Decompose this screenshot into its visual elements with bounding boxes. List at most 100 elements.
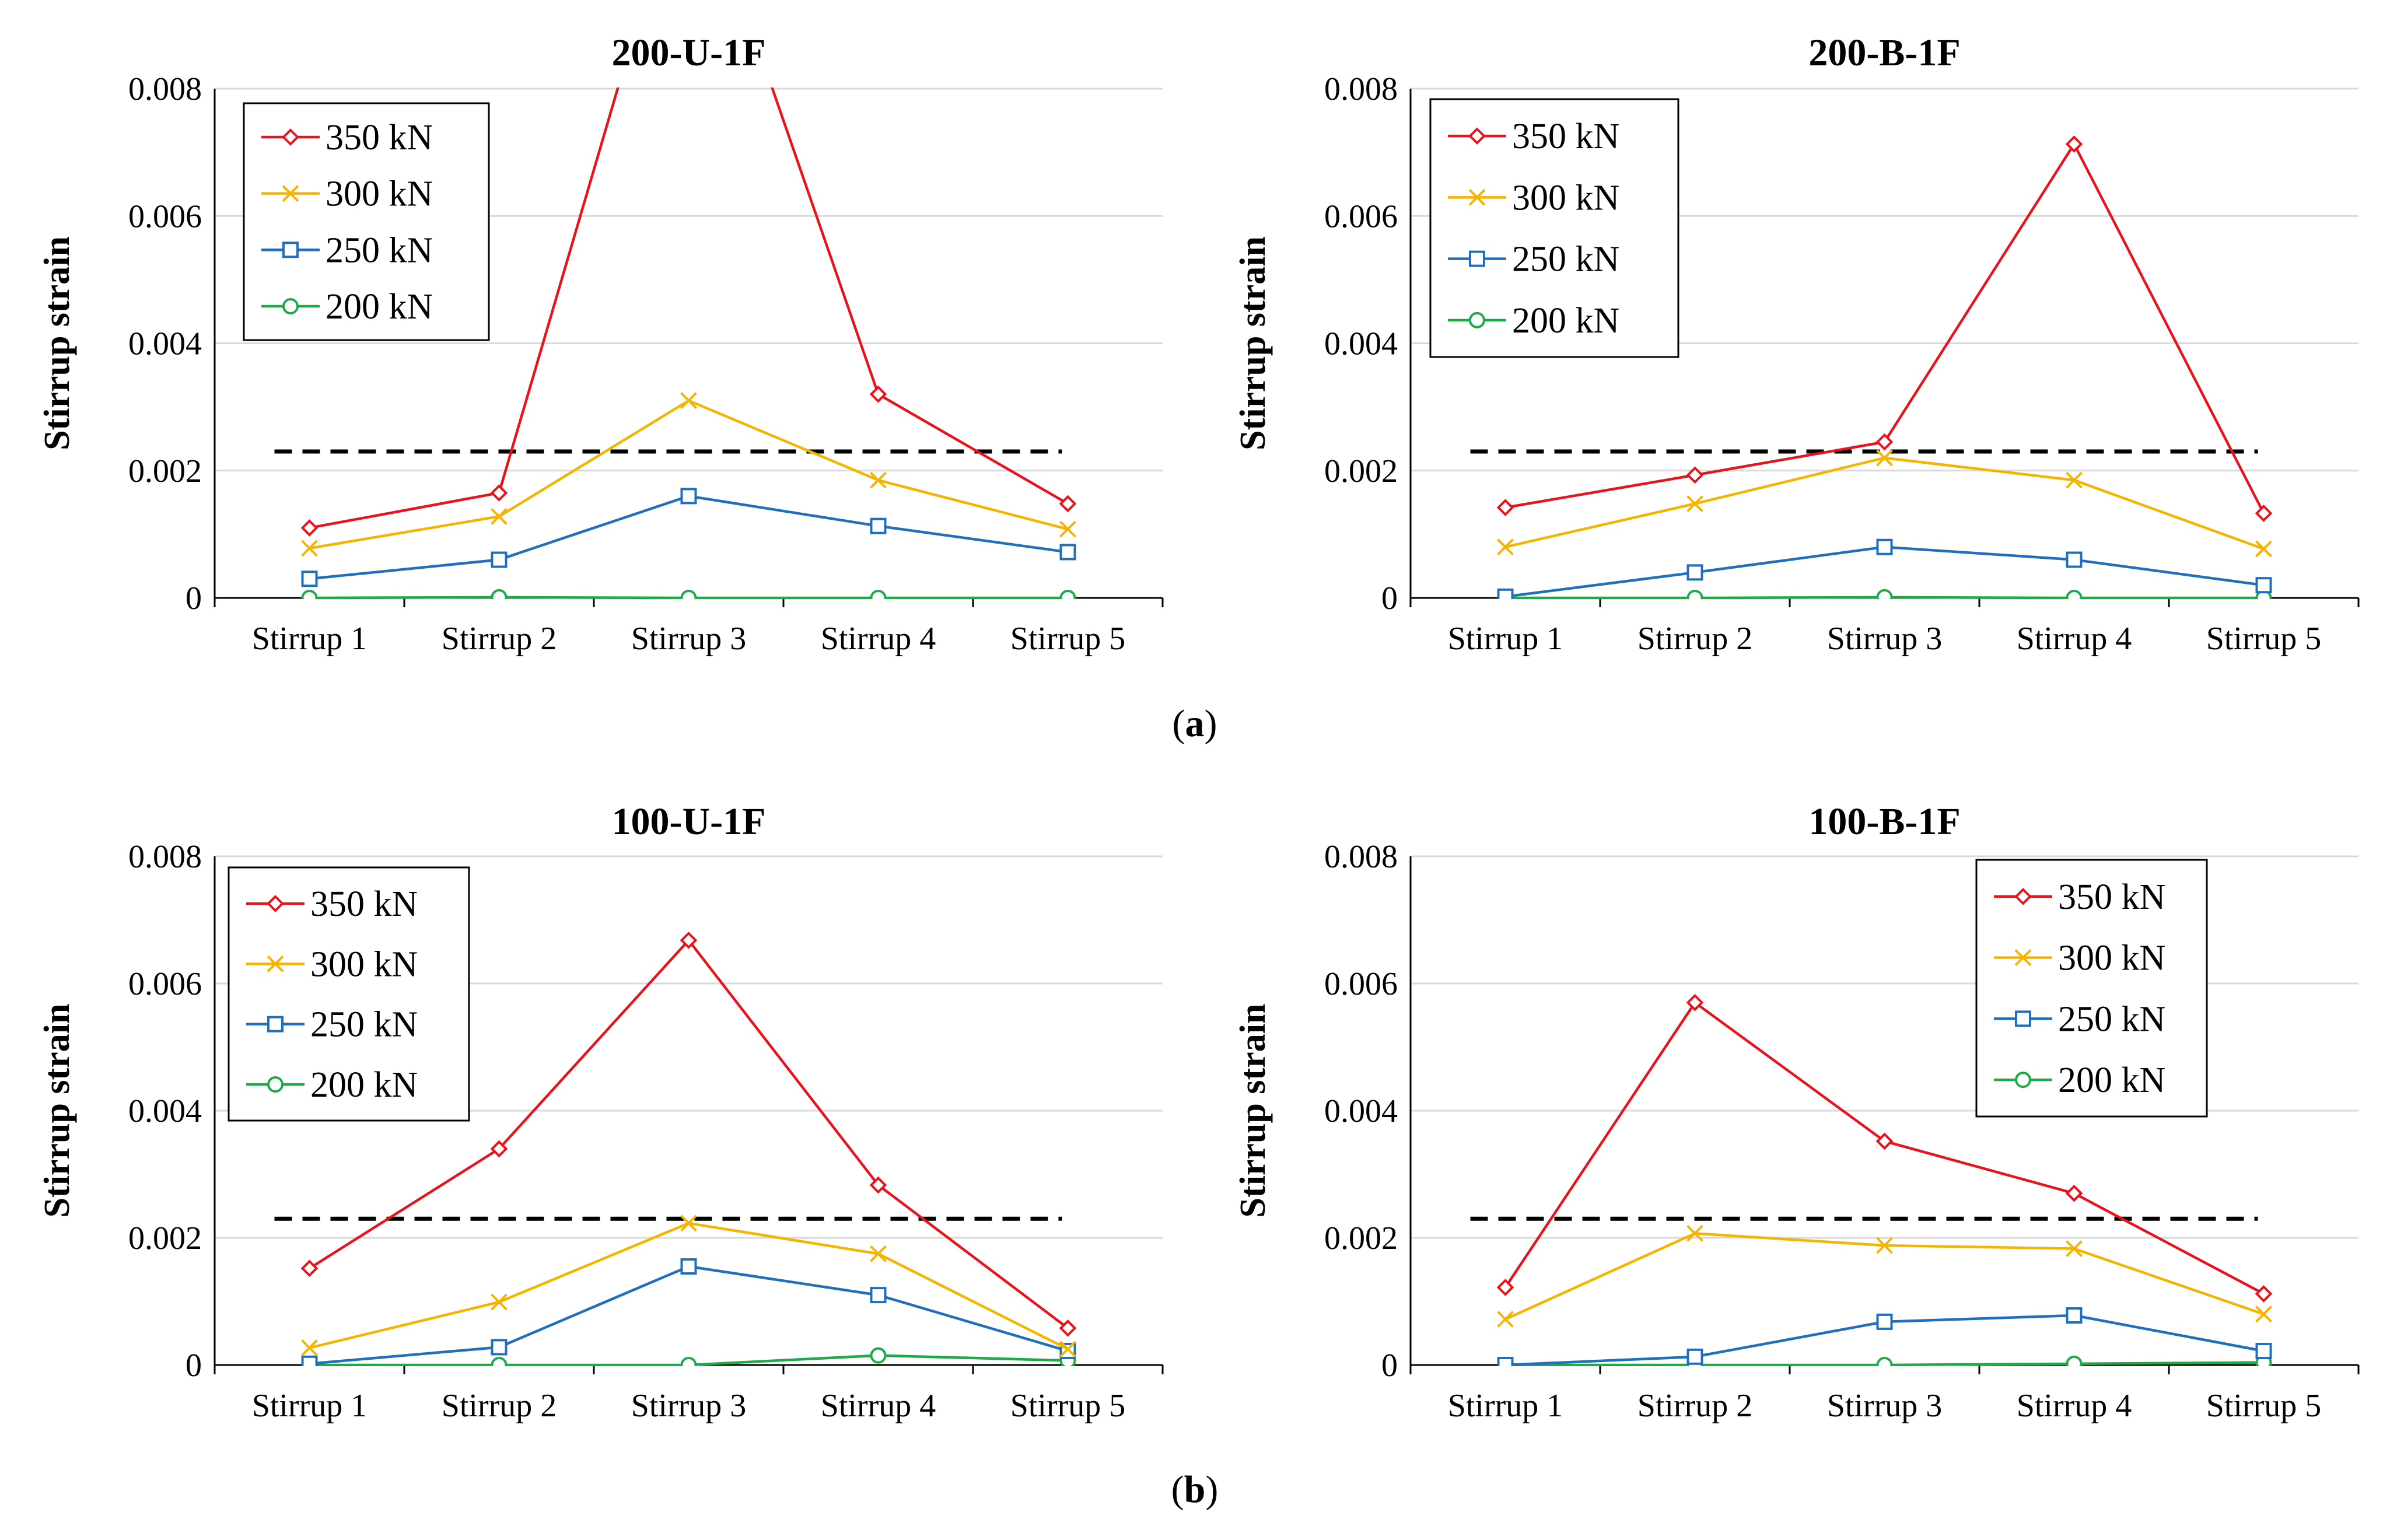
y-tick-label: 0.004: [128, 326, 202, 362]
data-point: [1876, 1313, 1893, 1330]
y-tick-label: 0.008: [128, 71, 202, 107]
data-point: [1876, 1357, 1893, 1366]
data-point: [1059, 1319, 1077, 1337]
y-axis-label: Stirrup strain: [37, 236, 77, 450]
x-tick-label: Stirrup 3: [1827, 1388, 1943, 1424]
data-point: [491, 1339, 508, 1356]
data-point: [680, 1258, 697, 1275]
y-tick-label: 0.002: [128, 1220, 202, 1256]
legend-label: 250 kN: [310, 1005, 418, 1045]
data-point: [2065, 135, 2083, 153]
data-point: [1876, 589, 1893, 599]
data-point: [300, 1259, 319, 1278]
legend-label: 350 kN: [326, 118, 433, 158]
caption-a: (a): [1173, 702, 1217, 745]
chart-title: 200-U-1F: [612, 32, 766, 74]
data-point: [301, 1355, 318, 1366]
legend-label: 300 kN: [326, 174, 433, 214]
data-point: [870, 1287, 887, 1304]
y-tick-label: 0.004: [1324, 1093, 1398, 1129]
legend-marker: [1469, 312, 1485, 328]
data-point: [870, 590, 887, 599]
data-point: [680, 488, 697, 505]
chart-a-right: 0 0.002 0.004 0.006 0.008 Stirrup 1 Stirrup 2 S…: [1233, 32, 2360, 657]
data-point: [300, 519, 319, 537]
legend-marker: [2014, 888, 2032, 905]
y-axis-label: Stirrup strain: [37, 1004, 77, 1218]
x-tick-label: Stirrup 4: [821, 621, 936, 657]
chart-b-left: 0 0.002 0.004 0.006 0.008 Stirrup 1 Stirrup 2 S…: [37, 800, 1164, 1424]
legend-marker: [2014, 949, 2032, 967]
data-point: [2066, 471, 2083, 489]
y-tick-label: 0.002: [1324, 453, 1398, 489]
x-tick-label: Stirrup 1: [252, 621, 368, 657]
legend-label: 350 kN: [310, 884, 418, 924]
series-group: [300, 88, 1077, 599]
data-point: [1876, 1237, 1893, 1254]
x-tick-label: Stirrup 5: [2206, 1388, 2322, 1424]
series-group: [1496, 135, 2273, 599]
data-point: [1059, 590, 1076, 599]
x-tick-label: Stirrup 2: [1637, 621, 1753, 657]
legend-marker: [267, 955, 284, 972]
legend-marker: [2015, 1010, 2031, 1027]
data-point: [680, 932, 698, 949]
legend-label: 300 kN: [1512, 178, 1619, 218]
chart-title: 100-B-1F: [1808, 800, 1960, 843]
data-point: [1876, 538, 1893, 555]
data-point: [2255, 1343, 2272, 1360]
data-point: [2255, 1285, 2273, 1303]
legend-label: 250 kN: [2058, 999, 2165, 1039]
data-point: [1059, 1340, 1076, 1358]
y-tick-label: 0.006: [1324, 198, 1398, 235]
legend-label: 250 kN: [326, 230, 433, 270]
legend-box: [1975, 859, 2208, 1118]
series-group: [1496, 993, 2273, 1366]
data-point: [301, 590, 318, 599]
data-point: [1686, 1348, 1703, 1365]
y-tick-label: 0.002: [128, 453, 202, 489]
y-tick-label: 0.004: [128, 1093, 202, 1129]
data-point: [491, 508, 508, 525]
data-point: [2255, 577, 2272, 594]
data-point: [1497, 538, 1514, 556]
y-axis-label: Stirrup strain: [1233, 236, 1273, 450]
legend-label: 350 kN: [1512, 117, 1619, 156]
data-point: [1686, 993, 1704, 1012]
data-point: [490, 1140, 508, 1158]
data-point: [1686, 590, 1703, 599]
x-tick-label: Stirrup 2: [1637, 1388, 1753, 1424]
data-point: [680, 1214, 697, 1232]
data-point: [869, 385, 887, 403]
series-line-250-kn: [309, 495, 1068, 580]
y-tick-label: 0.008: [1324, 839, 1398, 875]
data-point: [1059, 1343, 1076, 1360]
data-point: [1686, 466, 1704, 484]
x-tick-label: Stirrup 3: [1827, 621, 1943, 657]
data-point: [1059, 520, 1076, 538]
series-line-350-kn: [309, 88, 1069, 530]
legend: 350 kN 300 kN 250 kN 200 kN: [243, 102, 490, 341]
data-point: [870, 1245, 887, 1262]
data-point: [1059, 495, 1077, 513]
data-point: [680, 1357, 697, 1366]
x-tick-label: Stirrup 4: [2017, 621, 2132, 657]
legend-box: [228, 866, 470, 1122]
data-point: [2255, 1306, 2272, 1323]
data-point: [1876, 449, 1893, 467]
y-tick-label: 0: [186, 1348, 202, 1384]
data-point: [301, 570, 318, 587]
data-point: [491, 551, 508, 568]
legend-marker: [1468, 127, 1486, 145]
y-axis-label: Stirrup strain: [1233, 1004, 1273, 1218]
data-point: [1496, 499, 1514, 516]
data-point: [1875, 1132, 1894, 1150]
data-point: [2066, 551, 2083, 568]
data-point: [1497, 1357, 1514, 1366]
legend-label: 350 kN: [2058, 877, 2165, 917]
data-point: [1686, 495, 1703, 512]
chart-a-left: 0 0.002 0.004 0.006 0.008 Stirrup 1 Stirrup 2 S…: [37, 32, 1164, 657]
x-tick-label: Stirrup 1: [1448, 621, 1563, 657]
legend-label: 200 kN: [326, 287, 433, 327]
series-group: [300, 932, 1077, 1366]
